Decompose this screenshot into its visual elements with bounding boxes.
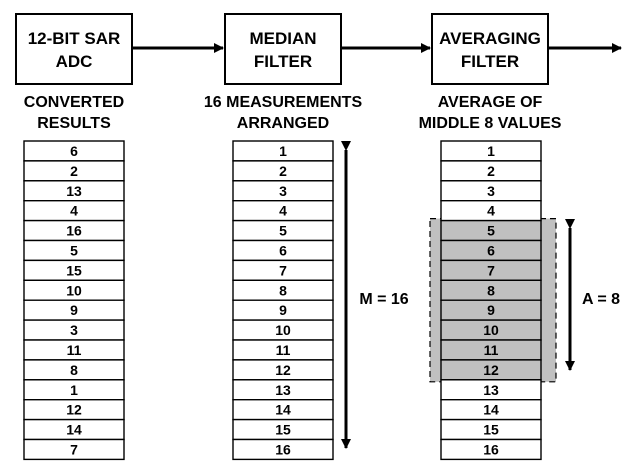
table-cell-value: 3 [487,183,495,199]
table-cell-value: 15 [66,262,82,278]
table-cell-value: 9 [279,302,287,318]
table-cell-value: 6 [487,242,495,258]
block-median-filter: MEDIAN FILTER [224,13,342,85]
col1-label-line1: CONVERTED [24,94,124,111]
table-cell [440,438,542,461]
span-m-label: M = 16 [359,291,408,308]
table-cell-value: 7 [487,262,495,278]
table-cell-value: 5 [487,223,495,239]
table-cell-value: 14 [275,402,291,418]
table-cell-value: 6 [279,242,287,258]
table-cell-value: 13 [66,183,82,199]
table-cell-value: 8 [279,282,287,298]
table-cell-value: 4 [279,203,287,219]
col2-label-line2: ARRANGED [237,115,329,132]
table-cell-value: 15 [275,422,291,438]
table-cell-value: 13 [275,382,291,398]
table-cell-value: 5 [279,223,287,239]
block-median-line2: FILTER [254,52,312,71]
span-m-label-bg [354,287,414,309]
table-cell [232,438,334,461]
block-averaging-line1: AVERAGING [439,29,541,48]
table-cell-value: 16 [66,223,82,239]
table-cell-value: 4 [70,203,78,219]
block-adc: 12-BIT SAR ADC [15,13,133,85]
col2-label-line1: 16 MEASUREMENTS [204,94,363,111]
span-a-label-bg [577,287,625,309]
table-cell-value: 1 [279,143,287,159]
table-cell-value: 10 [483,322,499,338]
table-cell-value: 11 [67,342,82,358]
block-averaging-filter: AVERAGING FILTER [431,13,549,85]
table-cell-value: 13 [483,382,499,398]
table-cell-value: 15 [483,422,499,438]
table-cell-value: 12 [275,362,291,378]
table-cell-value: 2 [487,163,495,179]
table-cell-value: 11 [484,342,499,358]
table-cell-value: 5 [70,242,78,258]
table-cell-value: 16 [483,441,499,457]
table-cell-value: 9 [487,302,495,318]
table-cell-value: 4 [487,203,495,219]
table-cell-value: 10 [275,322,291,338]
table-cell-value: 3 [70,322,78,338]
table-cell-value: 8 [70,362,78,378]
block-median-line1: MEDIAN [249,29,316,48]
table-cell-value: 10 [66,282,82,298]
table-cell [23,438,125,461]
col3-label-line1: AVERAGE OF [438,94,543,111]
table-cell-value: 3 [279,183,287,199]
table-cell-value: 2 [279,163,287,179]
table-cell-value: 9 [70,302,78,318]
table-cell-value: 8 [487,282,495,298]
block-averaging-line2: FILTER [461,52,519,71]
table-cell-value: 12 [483,362,499,378]
span-a-label: A = 8 [582,291,620,308]
table-cell-value: 12 [66,402,82,418]
tables: 6213416515109311811214712345678910111213… [23,140,542,461]
table-cell-value: 14 [483,402,499,418]
table-cell-value: 6 [70,143,78,159]
table-cell-value: 1 [70,382,78,398]
table-cell-value: 1 [487,143,495,159]
span-a: A = 8 [565,219,625,371]
block-adc-line1: 12-BIT SAR [28,29,121,48]
block-adc-line2: ADC [56,52,93,71]
table-cell-value: 16 [275,441,291,457]
table-cell-value: 7 [70,441,78,457]
table-cell-value: 7 [279,262,287,278]
table-cell-value: 2 [70,163,78,179]
span-m: M = 16 [341,141,414,449]
col1-label-line2: RESULTS [37,115,111,132]
col3-label-line2: MIDDLE 8 VALUES [419,115,562,132]
table-cell-value: 14 [66,422,82,438]
table-cell-value: 11 [276,342,291,358]
